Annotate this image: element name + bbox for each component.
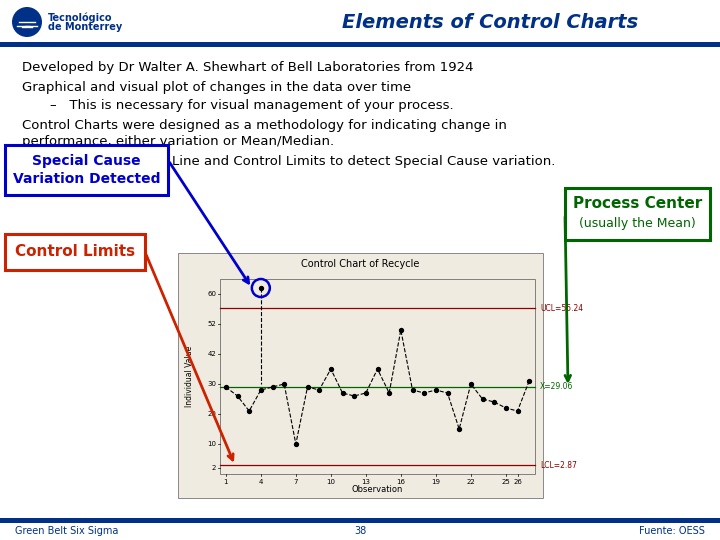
Text: Elements of Control Charts: Elements of Control Charts [342,14,638,32]
Point [407,386,418,394]
Text: 13: 13 [361,479,370,485]
Point [337,389,348,397]
Text: de Monterrey: de Monterrey [48,22,122,32]
Point [255,284,266,292]
Text: Developed by Dr Walter A. Shewhart of Bell Laboratories from 1924: Developed by Dr Walter A. Shewhart of Be… [22,62,474,75]
Text: 38: 38 [354,526,366,536]
Point [465,380,477,388]
Text: 42: 42 [207,351,216,357]
Text: Charts have a Central Line and Control Limits to detect Special Cause variation.: Charts have a Central Line and Control L… [22,156,555,168]
Text: 1: 1 [224,479,228,485]
Bar [0,42,720,47]
Point [255,386,266,394]
Text: 4: 4 [258,479,263,485]
Text: Fuente: OESS: Fuente: OESS [639,526,705,536]
Text: 19: 19 [431,479,441,485]
Point [488,397,500,406]
Point [442,389,454,397]
Point [454,424,465,433]
Bar [565,188,710,240]
Point [313,386,325,394]
Text: Variation Detected: Variation Detected [13,172,161,186]
Point [279,380,290,388]
Text: –   This is necessary for visual management of your process.: – This is necessary for visual managemen… [50,99,454,112]
Bar [0,518,720,523]
Text: 10: 10 [326,479,336,485]
Text: 10: 10 [207,441,216,447]
Point [395,326,407,334]
Text: Control Charts were designed as a methodology for indicating change in: Control Charts were designed as a method… [22,119,507,132]
Point [360,389,372,397]
Point [220,383,232,391]
Text: LCL=2.87: LCL=2.87 [540,461,577,470]
Bar [5,145,168,195]
Point [243,407,255,415]
Text: 26: 26 [513,479,522,485]
Text: X=29.06: X=29.06 [540,382,573,392]
Text: Observation: Observation [352,484,403,494]
Text: 30: 30 [207,381,216,387]
Point [512,407,523,415]
Point [477,395,488,403]
Bar [220,279,535,474]
Point [384,389,395,397]
Point [348,392,360,400]
Point [418,389,430,397]
Point [523,377,535,386]
Text: Control Chart of Recycle: Control Chart of Recycle [301,259,420,269]
Text: 22: 22 [467,479,475,485]
Circle shape [12,7,42,37]
Bar [178,253,543,498]
Text: Individual Value: Individual Value [186,346,194,407]
Text: (usually the Mean): (usually the Mean) [579,218,696,231]
Point [372,364,383,373]
Text: 7: 7 [294,479,298,485]
Point [290,440,302,448]
Point [500,404,512,413]
Text: Tecnológico: Tecnológico [48,13,112,23]
Point [232,392,243,400]
Text: Graphical and visual plot of changes in the data over time: Graphical and visual plot of changes in … [22,82,411,94]
Point [266,383,278,391]
Point [430,386,441,394]
Text: 52: 52 [207,321,216,327]
Text: Green Belt Six Sigma: Green Belt Six Sigma [15,526,118,536]
Text: UCL=55.24: UCL=55.24 [540,304,583,313]
Text: 25: 25 [501,479,510,485]
Text: performance, either variation or Mean/Median.: performance, either variation or Mean/Me… [22,136,334,148]
Text: Control Limits: Control Limits [15,245,135,260]
Bar [0,0,720,43]
Bar [5,234,145,270]
Text: 2: 2 [212,465,216,471]
Text: 60: 60 [207,291,216,297]
Text: 20: 20 [207,411,216,417]
Point [325,364,336,373]
Text: Process Center: Process Center [573,197,702,212]
Text: Special Cause: Special Cause [32,154,141,168]
Text: 16: 16 [396,479,405,485]
Point [302,383,313,391]
